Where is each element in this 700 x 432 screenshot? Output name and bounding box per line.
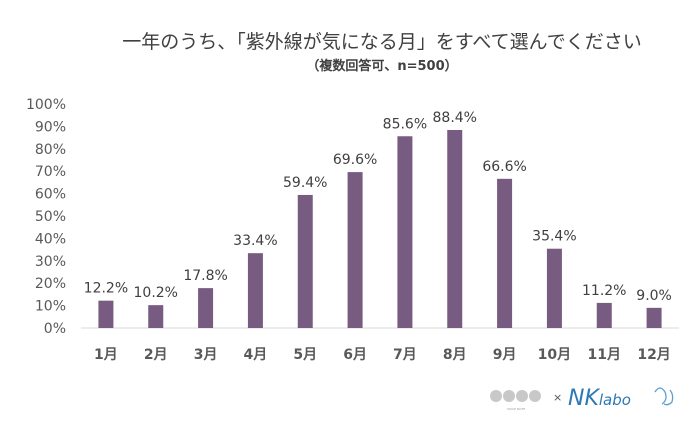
y-tick-label: 40% <box>35 231 66 247</box>
bar <box>198 288 214 328</box>
bar <box>546 248 562 328</box>
data-label: 85.6% <box>383 116 427 132</box>
y-tick-label: 10% <box>35 299 66 315</box>
voice-note-logo: VOICE NOTE <box>490 390 541 411</box>
bar <box>98 300 114 328</box>
data-label: 35.4% <box>532 229 576 245</box>
x-tick-label: 10月 <box>538 347 571 363</box>
data-label: 11.2% <box>582 283 626 299</box>
x-tick-label: 12月 <box>637 347 670 363</box>
y-tick-label: 50% <box>35 209 66 225</box>
data-label: 9.0% <box>636 288 672 304</box>
logo-separator: × <box>553 391 562 404</box>
y-tick-label: 90% <box>35 119 66 135</box>
svg-text:VOICE NOTE: VOICE NOTE <box>507 407 526 411</box>
chart-title: 一年のうち、「紫外線が気になる月」をすべて選んでください <box>122 31 641 53</box>
bar <box>497 178 513 328</box>
x-tick-label: 4月 <box>244 347 268 363</box>
x-tick-label: 6月 <box>343 347 367 363</box>
data-label: 12.2% <box>84 281 128 297</box>
x-tick-label: 5月 <box>293 347 317 363</box>
x-tick-label: 3月 <box>194 347 218 363</box>
y-tick-label: 100% <box>26 97 66 113</box>
bar <box>148 305 164 328</box>
x-tick-label: 8月 <box>443 347 467 363</box>
y-tick-label: 70% <box>35 164 66 180</box>
data-label: 88.4% <box>433 110 477 126</box>
y-tick-label: 20% <box>35 276 66 292</box>
bar <box>646 307 662 328</box>
x-tick-label: 7月 <box>393 347 417 363</box>
bar <box>347 172 363 328</box>
data-label: 17.8% <box>183 268 227 284</box>
nklabo-figure-icon <box>654 387 674 406</box>
bar <box>596 302 612 328</box>
chart-subtitle: （複数回答可、n=500） <box>306 58 457 74</box>
x-tick-label: 9月 <box>493 347 517 363</box>
logos: VOICE NOTE × NKlabo <box>490 386 674 411</box>
y-tick-label: 60% <box>35 187 66 203</box>
bar <box>247 253 263 328</box>
bar <box>297 194 313 328</box>
data-label: 10.2% <box>134 285 178 301</box>
y-tick-label: 30% <box>35 254 66 270</box>
data-label: 59.4% <box>283 175 327 191</box>
x-tick-label: 1月 <box>94 347 118 363</box>
nklabo-logo: NKlabo <box>568 386 631 411</box>
y-tick-label: 0% <box>44 321 66 337</box>
bar <box>397 136 413 328</box>
data-label: 69.6% <box>333 152 377 168</box>
y-tick-label: 80% <box>35 142 66 158</box>
data-label: 33.4% <box>233 233 277 249</box>
data-label: 66.6% <box>482 159 526 175</box>
x-tick-label: 11月 <box>588 347 621 363</box>
x-tick-label: 2月 <box>144 347 168 363</box>
bar <box>447 129 463 328</box>
